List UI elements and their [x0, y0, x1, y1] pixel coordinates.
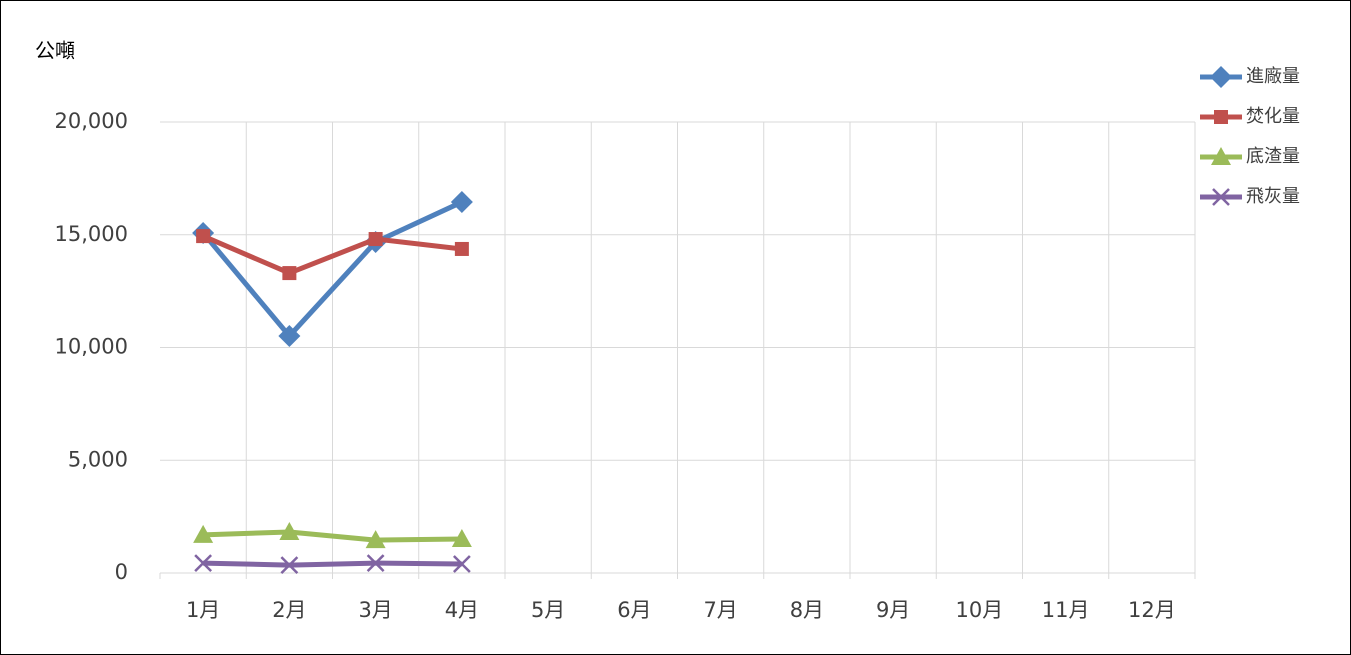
x-tick-label: 2月	[272, 598, 306, 622]
legend-marker	[1214, 110, 1228, 124]
data-point	[454, 241, 469, 256]
legend-marker	[1210, 66, 1232, 88]
x-tick-label: 7月	[703, 598, 737, 622]
legend-text: 飛灰量	[1246, 186, 1300, 207]
x-tick-label: 3月	[358, 598, 392, 622]
legend-marker	[1212, 188, 1230, 206]
legend-text: 底渣量	[1246, 146, 1300, 167]
data-point	[450, 191, 473, 214]
y-axis-title: 公噸	[35, 39, 75, 63]
legend-marker	[1211, 147, 1231, 165]
x-tick-label: 12月	[1128, 598, 1176, 622]
data-point	[366, 554, 385, 572]
legend-text: 進廠量	[1246, 65, 1300, 87]
data-point	[196, 229, 211, 244]
series-line	[203, 529, 462, 543]
series-line	[203, 560, 462, 568]
series-line	[201, 199, 463, 339]
x-tick-label: 10月	[956, 598, 1004, 622]
x-tick-label: 6月	[617, 598, 651, 622]
data-point	[278, 324, 301, 347]
series-line	[202, 233, 463, 276]
y-tick-label: 5,000	[68, 447, 128, 471]
x-tick-label: 9月	[876, 598, 910, 622]
data-point	[193, 524, 214, 543]
y-tick-label: 15,000	[55, 222, 128, 246]
x-tick-label: 1月	[186, 598, 220, 622]
x-tick-label: 5月	[531, 598, 565, 622]
data-point	[365, 530, 386, 549]
data-point	[194, 554, 213, 572]
data-point	[368, 232, 383, 247]
x-tick-label: 11月	[1042, 598, 1090, 622]
data-point	[451, 528, 472, 547]
x-tick-label: 4月	[445, 598, 479, 622]
data-point	[452, 555, 471, 573]
y-tick-label: 0	[115, 560, 128, 584]
x-tick-label: 8月	[790, 598, 824, 622]
y-tick-label: 20,000	[55, 109, 128, 133]
data-point	[279, 521, 300, 540]
data-point	[282, 266, 297, 281]
y-tick-label: 10,000	[55, 335, 128, 359]
legend-text: 焚化量	[1246, 106, 1300, 127]
data-point	[280, 556, 299, 574]
